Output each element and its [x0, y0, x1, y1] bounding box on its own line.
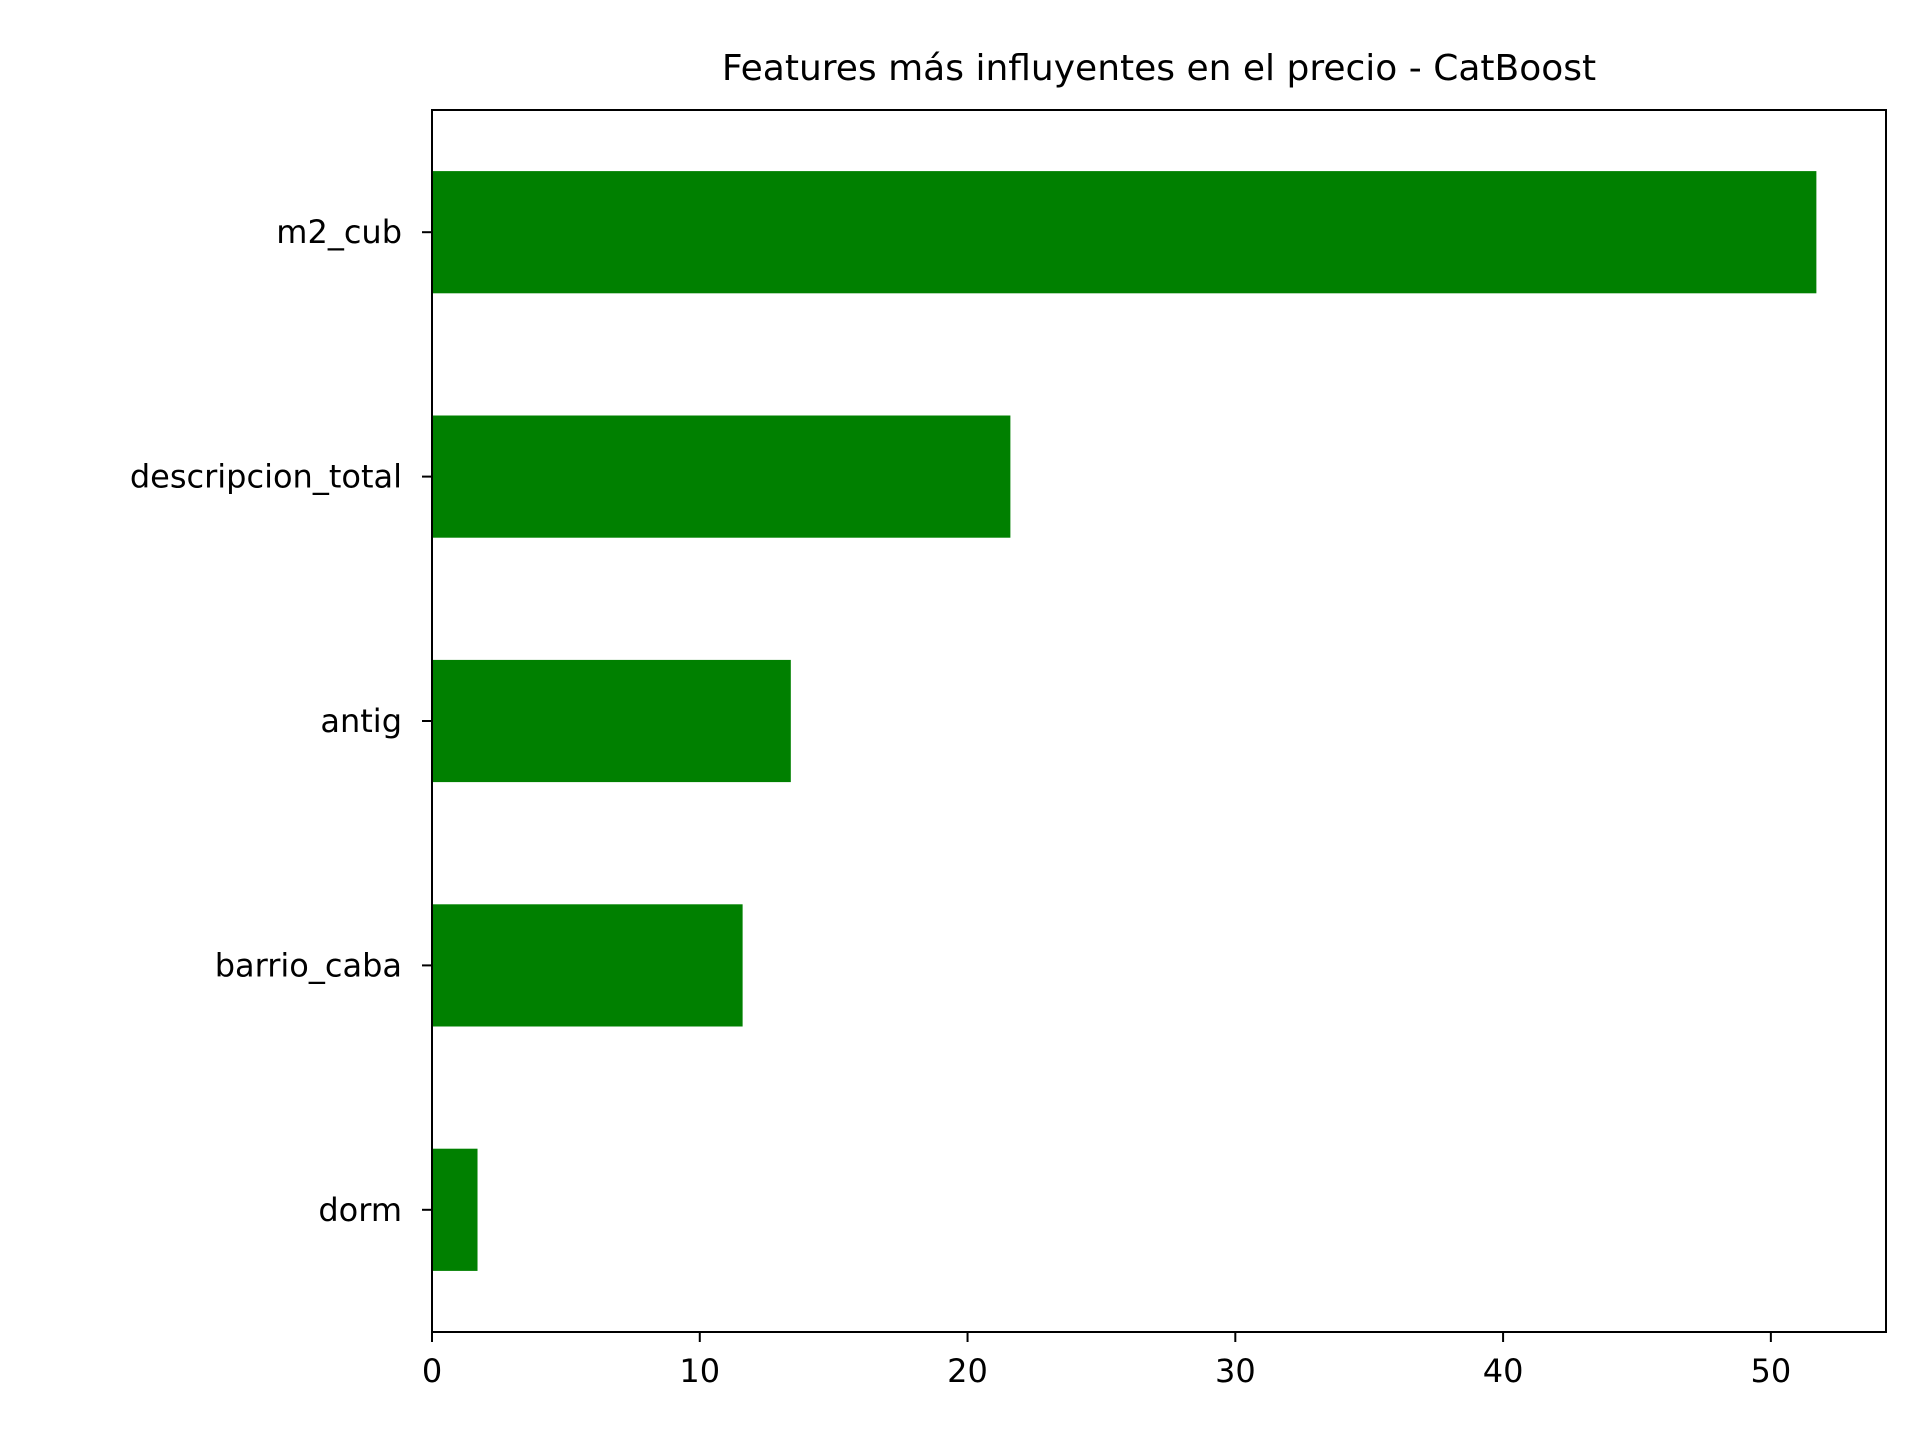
- bars-layer: [432, 171, 1817, 1271]
- y-tick-label: m2_cub: [276, 213, 402, 251]
- bar-dorm: [432, 1148, 478, 1271]
- x-tick-label: 40: [1483, 1352, 1524, 1390]
- x-axis: 0 10 20 30 40 50: [422, 1332, 1791, 1390]
- plot-frame: [431, 109, 1887, 1333]
- y-tick-label: barrio_caba: [215, 946, 402, 984]
- y-tick-label: antig: [320, 702, 402, 740]
- y-tick-label: descripcion_total: [130, 458, 402, 496]
- bar-m2_cub: [432, 171, 1817, 294]
- x-tick-label: 20: [947, 1352, 988, 1390]
- x-tick-label: 50: [1750, 1352, 1791, 1390]
- x-tick-label: 10: [679, 1352, 720, 1390]
- bar-antig: [432, 659, 791, 783]
- y-tick-label: dorm: [318, 1191, 402, 1229]
- x-tick-label: 0: [422, 1352, 442, 1390]
- x-tick-label: 30: [1215, 1352, 1256, 1390]
- chart-title: Features más influyentes en el precio - …: [722, 48, 1596, 89]
- bar-barrio_caba: [432, 904, 743, 1027]
- bar-descripcion_total: [432, 415, 1011, 538]
